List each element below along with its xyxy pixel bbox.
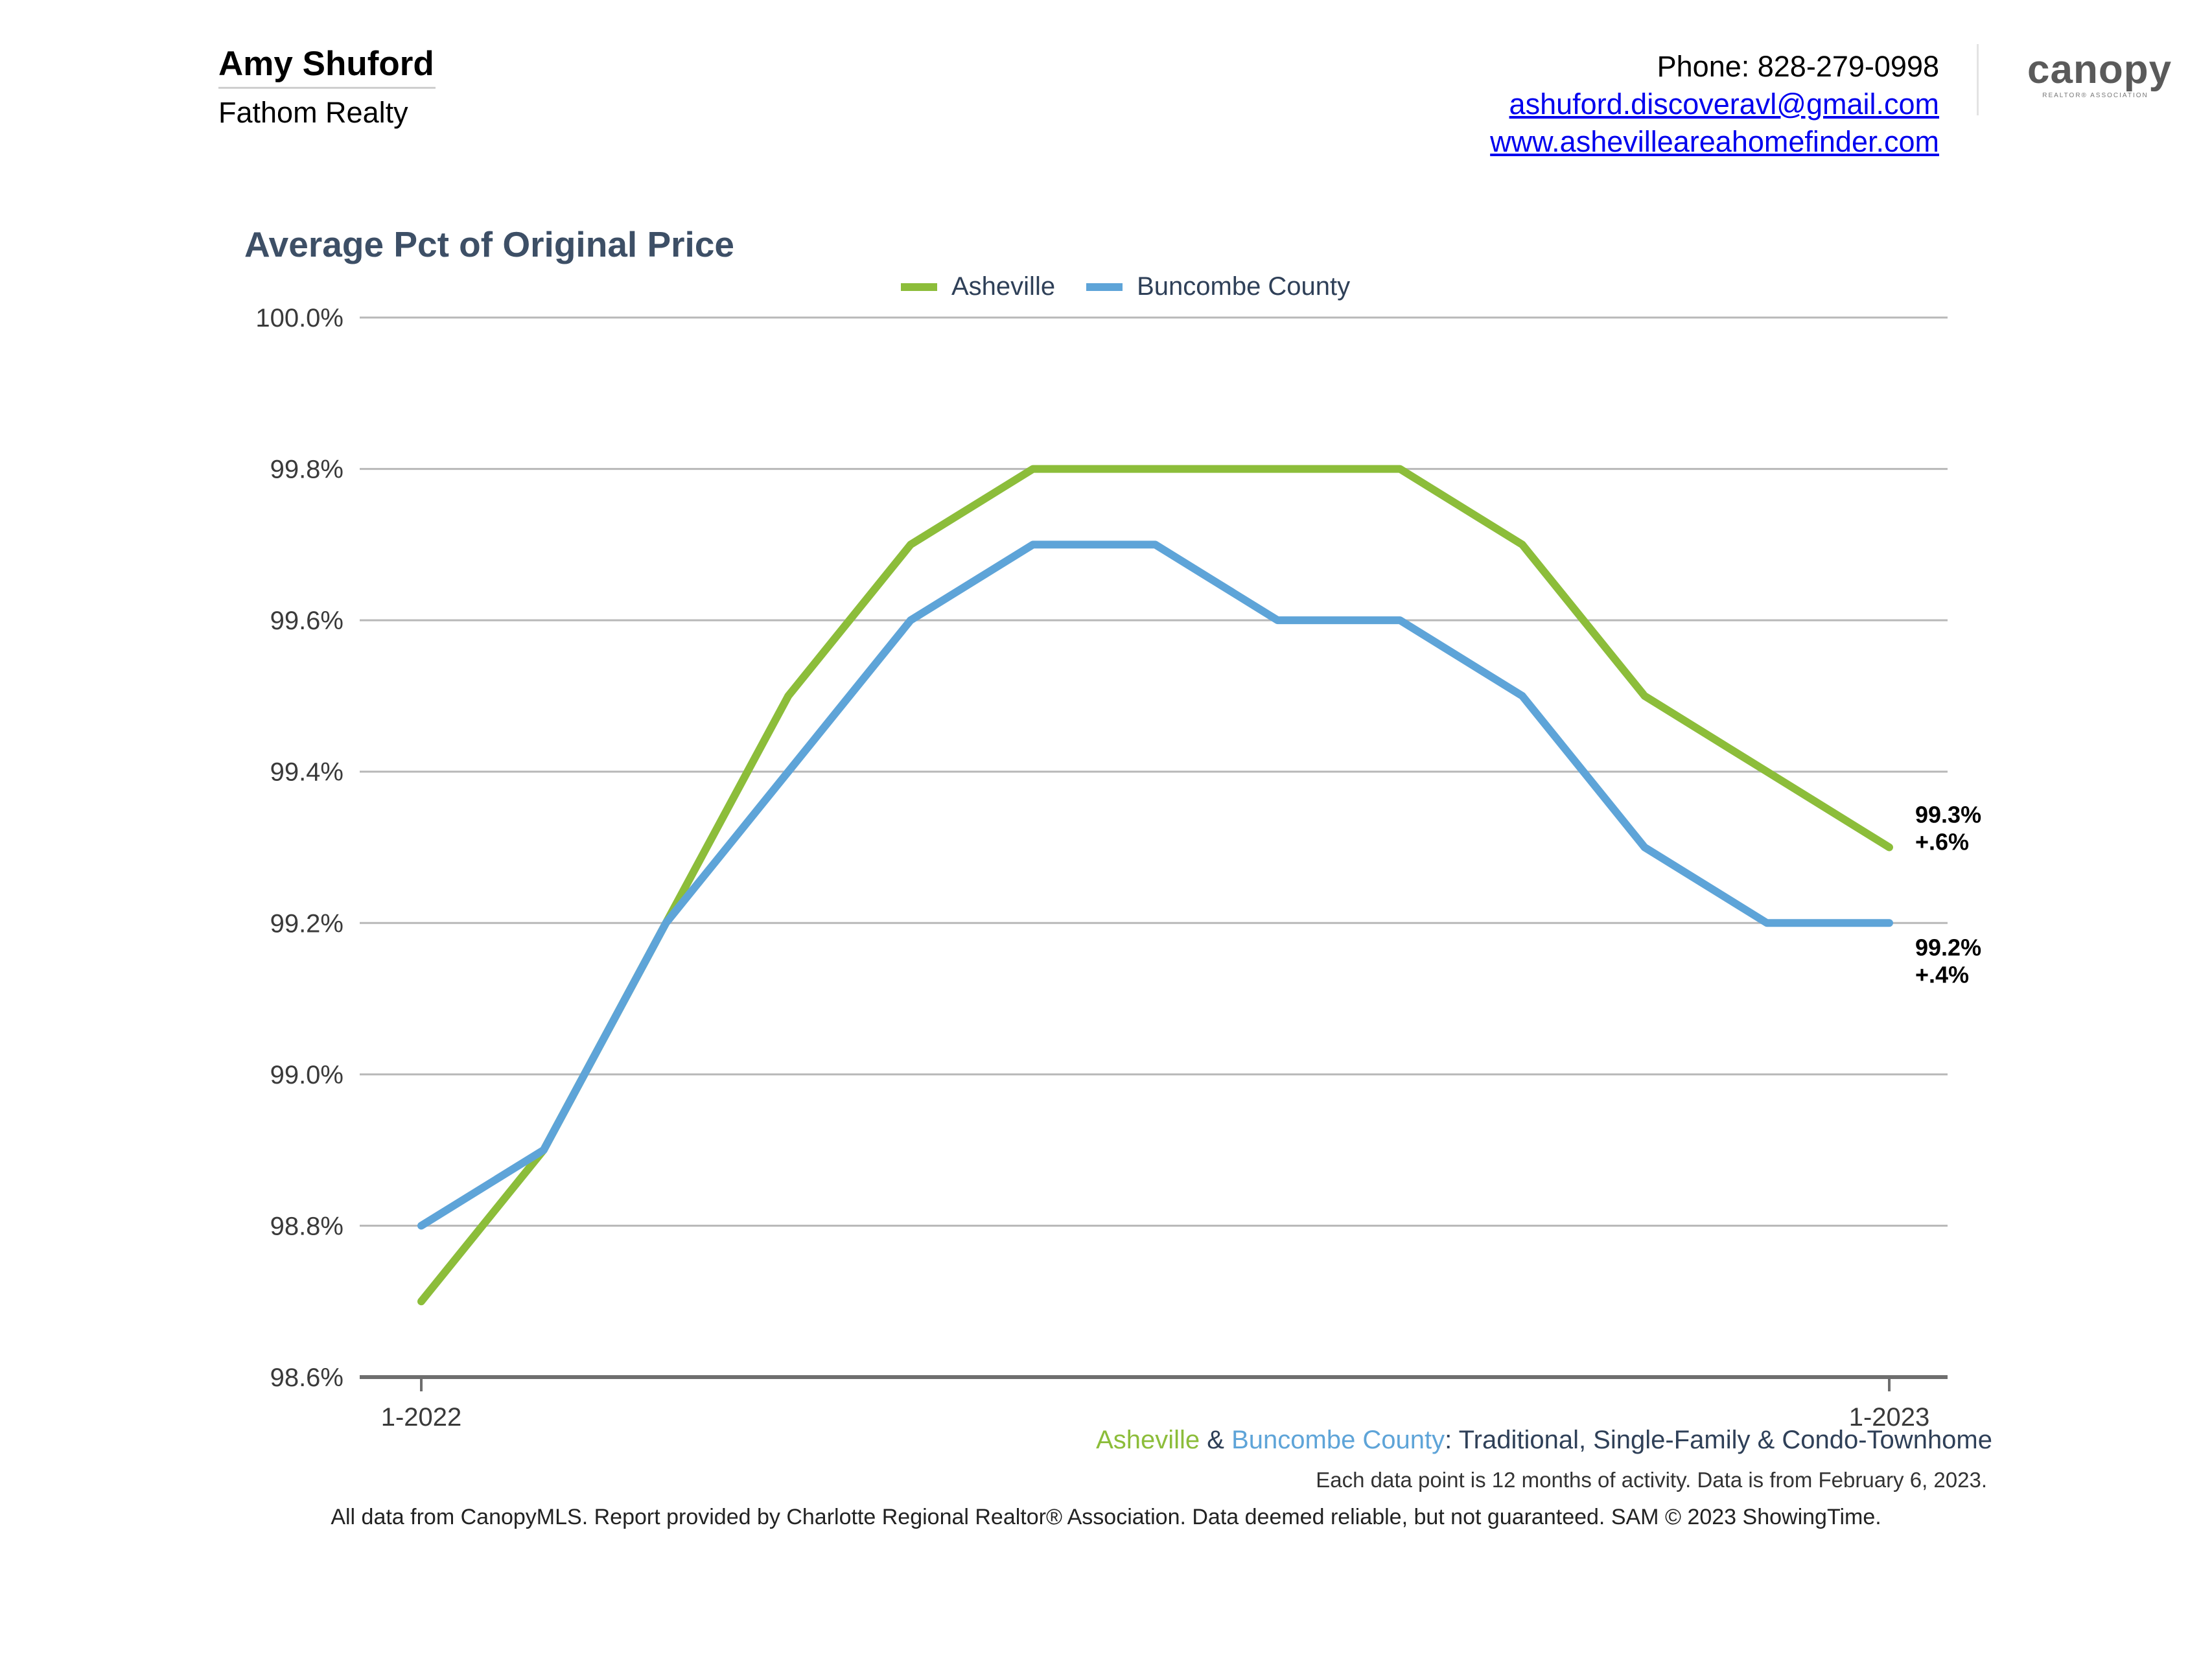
end-label-value-asheville: 99.3% bbox=[1915, 802, 1981, 828]
series-line-buncombe bbox=[417, 540, 1893, 1230]
contact-block: Phone: 828-279-0998 ashuford.discoveravl… bbox=[1490, 48, 1939, 161]
agent-name-underline bbox=[218, 87, 436, 89]
email-link[interactable]: ashuford.discoveravl@gmail.com bbox=[1509, 87, 1939, 121]
logo-subtext: REALTOR® ASSOCIATION bbox=[2042, 92, 2148, 99]
subtitle-amp: & bbox=[1200, 1426, 1232, 1454]
x-tick-label: 1-2023 bbox=[1849, 1403, 1930, 1432]
logo-divider bbox=[1977, 44, 1979, 115]
series-line-asheville bbox=[417, 465, 1893, 1306]
y-tick-label: 99.4% bbox=[270, 758, 343, 787]
phone-number: Phone: 828-279-0998 bbox=[1657, 50, 1939, 83]
chart-title: Average Pct of Original Price bbox=[244, 224, 735, 264]
y-tick-label: 98.6% bbox=[270, 1363, 343, 1392]
x-tick-label: 1-2022 bbox=[381, 1403, 462, 1432]
logo-wordmark: canopy bbox=[2027, 47, 2172, 92]
subtitle-asheville: Asheville bbox=[1096, 1426, 1200, 1454]
y-tick-label: 99.2% bbox=[270, 909, 343, 938]
chart-legend: Asheville Buncombe County bbox=[901, 272, 1381, 301]
y-tick-label: 99.0% bbox=[270, 1061, 343, 1089]
legend-swatch-asheville bbox=[901, 283, 937, 291]
end-label-change-asheville: +.6% bbox=[1915, 829, 1969, 855]
website-link[interactable]: www.ashevilleareahomefinder.com bbox=[1490, 125, 1939, 158]
legend-item-asheville: Asheville bbox=[901, 272, 1055, 301]
y-tick-label: 99.6% bbox=[270, 607, 343, 635]
agent-company: Fathom Realty bbox=[218, 96, 408, 129]
y-tick-label: 99.8% bbox=[270, 456, 343, 484]
footer-disclaimer: All data from CanopyMLS. Report provided… bbox=[331, 1505, 1881, 1529]
legend-label-buncombe: Buncombe County bbox=[1137, 272, 1351, 301]
chart-subtitle: Asheville & Buncombe County: Traditional… bbox=[1096, 1426, 1992, 1455]
agent-name: Amy Shuford bbox=[218, 45, 434, 83]
legend-label-asheville: Asheville bbox=[951, 272, 1056, 301]
legend-swatch-buncombe bbox=[1086, 283, 1123, 291]
data-note: Each data point is 12 months of activity… bbox=[1316, 1468, 1987, 1492]
canopy-logo: canopy REALTOR® ASSOCIATION bbox=[2027, 47, 2172, 100]
legend-item-buncombe: Buncombe County bbox=[1086, 272, 1350, 301]
y-tick-label: 98.8% bbox=[270, 1212, 343, 1240]
end-label-change-buncombe: +.4% bbox=[1915, 961, 1969, 988]
end-label-value-buncombe: 99.2% bbox=[1915, 934, 1981, 960]
subtitle-rest: : Traditional, Single-Family & Condo-Tow… bbox=[1445, 1426, 1992, 1454]
y-tick-label: 100.0% bbox=[255, 304, 343, 332]
subtitle-buncombe: Buncombe County bbox=[1231, 1426, 1445, 1454]
